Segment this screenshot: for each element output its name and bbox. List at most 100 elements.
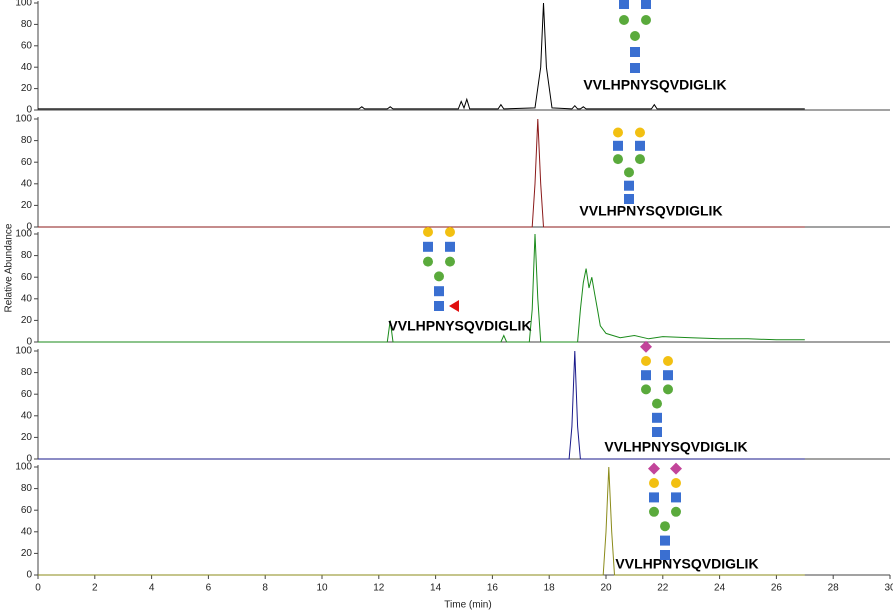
galactose-icon bbox=[663, 356, 673, 366]
trace bbox=[38, 2, 805, 110]
x-tick-label: 20 bbox=[600, 583, 612, 594]
y-tick-label: 80 bbox=[21, 483, 33, 494]
glcnac-icon bbox=[660, 535, 670, 546]
glcnac-icon bbox=[635, 140, 645, 151]
peptide-label: VVLHPNYSQVDIGLIK bbox=[388, 318, 531, 334]
glcnac-icon bbox=[649, 492, 659, 503]
glcnac-icon bbox=[613, 140, 623, 151]
y-tick-label: 40 bbox=[21, 526, 33, 537]
mannose-icon bbox=[635, 154, 645, 165]
y-tick-label: 0 bbox=[26, 337, 32, 348]
y-tick-label: 0 bbox=[26, 222, 32, 233]
x-tick-label: 10 bbox=[316, 583, 328, 594]
y-tick-label: 60 bbox=[21, 40, 33, 51]
y-tick-label: 60 bbox=[21, 389, 33, 400]
y-tick-label: 40 bbox=[21, 178, 33, 189]
mannose-icon bbox=[423, 256, 433, 267]
peptide-label: VVLHPNYSQVDIGLIK bbox=[604, 439, 747, 455]
mannose-icon bbox=[641, 384, 651, 395]
peptide-label: VVLHPNYSQVDIGLIK bbox=[583, 77, 726, 93]
y-tick-label: 100 bbox=[15, 462, 32, 473]
x-tick-label: 22 bbox=[657, 583, 669, 594]
y-tick-label: 40 bbox=[21, 410, 33, 421]
mannose-icon bbox=[445, 256, 455, 267]
y-tick-label: 0 bbox=[26, 570, 32, 581]
y-tick-label: 0 bbox=[26, 105, 32, 116]
mannose-icon bbox=[663, 384, 673, 395]
y-tick-label: 100 bbox=[15, 114, 32, 125]
y-tick-label: 80 bbox=[21, 250, 33, 261]
y-axis-title: Relative Abundance bbox=[4, 223, 15, 312]
mannose-icon bbox=[671, 506, 681, 517]
galactose-icon bbox=[613, 127, 623, 138]
fucose-icon bbox=[449, 300, 459, 312]
x-tick-label: 18 bbox=[544, 583, 556, 594]
x-tick-label: 6 bbox=[206, 583, 212, 594]
galactose-icon bbox=[671, 478, 681, 488]
mannose-icon bbox=[660, 521, 670, 532]
y-tick-label: 60 bbox=[21, 272, 33, 283]
glcnac-icon bbox=[663, 370, 673, 381]
mannose-icon bbox=[624, 167, 634, 178]
y-tick-label: 60 bbox=[21, 157, 33, 168]
glcnac-icon bbox=[630, 63, 640, 73]
x-tick-label: 26 bbox=[771, 583, 783, 594]
trace bbox=[38, 350, 805, 460]
y-tick-label: 100 bbox=[15, 346, 32, 357]
glcnac-icon bbox=[652, 427, 662, 437]
x-tick-label: 14 bbox=[430, 583, 442, 594]
y-tick-label: 20 bbox=[21, 200, 33, 211]
sialic-acid-icon bbox=[648, 462, 660, 475]
y-tick-label: 100 bbox=[15, 229, 32, 240]
galactose-icon bbox=[423, 227, 433, 237]
y-tick-label: 20 bbox=[21, 83, 33, 94]
mannose-icon bbox=[641, 15, 651, 25]
glcnac-icon bbox=[671, 492, 681, 503]
mannose-icon bbox=[652, 398, 662, 409]
trace bbox=[38, 466, 805, 576]
mannose-icon bbox=[619, 15, 629, 25]
sialic-acid-icon bbox=[670, 462, 682, 475]
y-tick-label: 20 bbox=[21, 315, 33, 326]
mannose-icon bbox=[613, 154, 623, 165]
x-tick-label: 0 bbox=[35, 583, 41, 594]
glcnac-icon bbox=[619, 0, 629, 9]
y-tick-label: 40 bbox=[21, 293, 33, 304]
y-tick-label: 80 bbox=[21, 367, 33, 378]
mannose-icon bbox=[630, 31, 640, 41]
y-tick-label: 20 bbox=[21, 432, 33, 443]
trace bbox=[38, 118, 805, 228]
x-tick-label: 16 bbox=[487, 583, 499, 594]
y-tick-label: 100 bbox=[15, 0, 32, 9]
glcnac-icon bbox=[630, 47, 640, 57]
glcnac-icon bbox=[423, 241, 433, 252]
glcnac-icon bbox=[434, 286, 444, 297]
glcnac-icon bbox=[434, 301, 444, 311]
x-tick-label: 12 bbox=[373, 583, 385, 594]
glcnac-icon bbox=[641, 0, 651, 9]
galactose-icon bbox=[649, 478, 659, 488]
y-tick-label: 0 bbox=[26, 454, 32, 465]
galactose-icon bbox=[635, 127, 645, 138]
glcnac-icon bbox=[660, 550, 670, 560]
sialic-acid-icon bbox=[640, 340, 652, 353]
x-tick-label: 24 bbox=[714, 583, 726, 594]
y-tick-label: 80 bbox=[21, 19, 33, 30]
glcnac-icon bbox=[624, 180, 634, 191]
y-tick-label: 20 bbox=[21, 548, 33, 559]
glcnac-icon bbox=[445, 241, 455, 252]
y-tick-label: 60 bbox=[21, 505, 33, 516]
x-tick-label: 30 bbox=[884, 583, 893, 594]
x-tick-label: 4 bbox=[149, 583, 155, 594]
x-tick-label: 2 bbox=[92, 583, 98, 594]
glcnac-icon bbox=[652, 412, 662, 423]
peptide-label: VVLHPNYSQVDIGLIK bbox=[615, 556, 758, 572]
galactose-icon bbox=[641, 356, 651, 366]
x-tick-label: 8 bbox=[262, 583, 268, 594]
y-tick-label: 80 bbox=[21, 135, 33, 146]
trace bbox=[38, 233, 805, 343]
peptide-label: VVLHPNYSQVDIGLIK bbox=[579, 203, 722, 219]
glcnac-icon bbox=[641, 370, 651, 381]
mannose-icon bbox=[434, 271, 444, 282]
